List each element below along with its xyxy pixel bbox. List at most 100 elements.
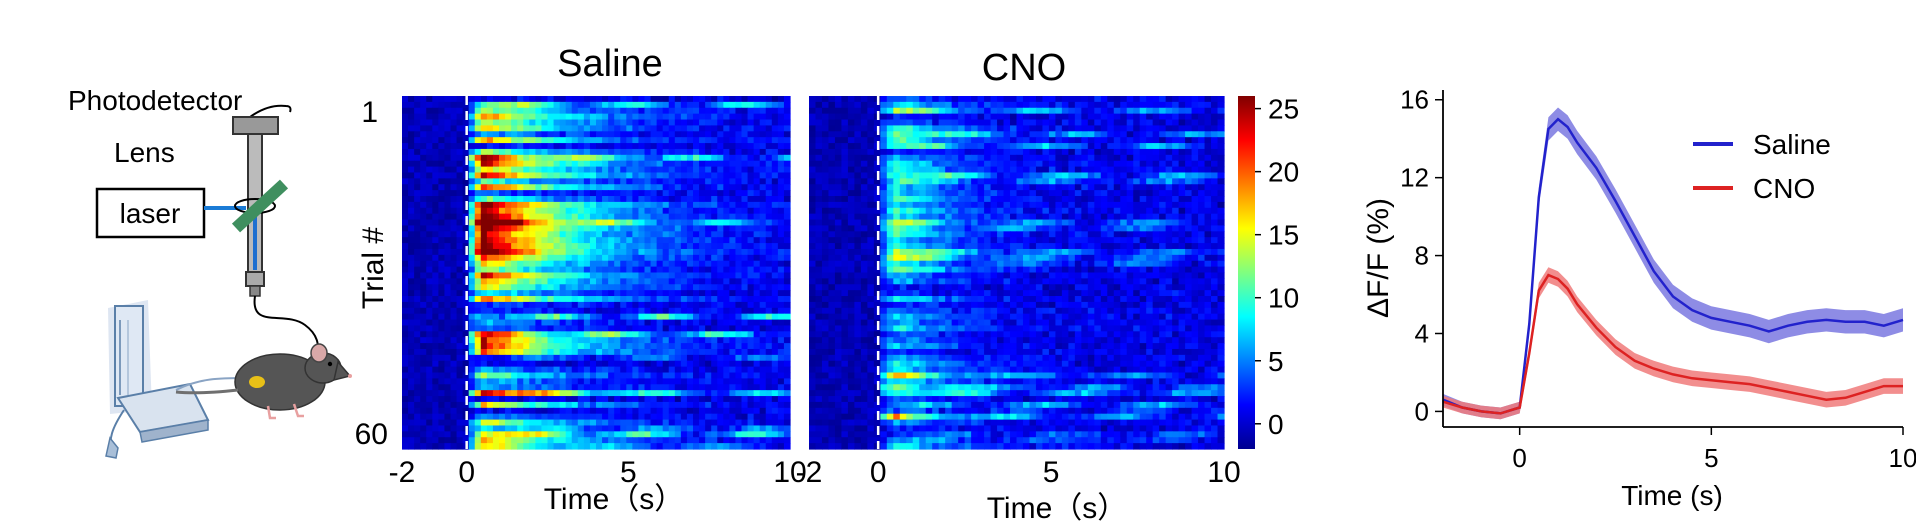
heatmap-cell <box>456 425 464 432</box>
heatmap-cell <box>753 354 761 362</box>
heatmap-cell <box>783 119 791 127</box>
heatmap-cell <box>1048 160 1056 168</box>
heatmap-cell <box>505 266 512 274</box>
heatmap-cell <box>486 254 494 262</box>
heatmap-cell <box>1061 113 1069 121</box>
heatmap-cell <box>614 107 621 115</box>
heatmap-cell <box>777 201 785 209</box>
heatmap-cell <box>408 196 415 203</box>
heatmap-cell <box>717 407 724 415</box>
heatmap-cell <box>565 166 573 174</box>
detector-cable <box>249 104 292 118</box>
heatmap-cell <box>1217 107 1225 115</box>
heatmap-cell <box>583 337 591 344</box>
heatmap-cell <box>723 207 730 215</box>
heatmap-cell <box>565 396 573 403</box>
heatmap-cell <box>1191 125 1199 132</box>
heatmap-cell <box>456 148 464 156</box>
heatmap-cell <box>571 201 579 209</box>
heatmap-cell <box>1146 178 1154 185</box>
heatmap-cell <box>505 437 512 444</box>
heatmap-cell <box>662 431 670 438</box>
heatmap-cell <box>468 166 476 174</box>
heatmap-cell <box>486 360 494 368</box>
heatmap-cell <box>499 331 506 338</box>
heatmap-cell <box>596 131 603 138</box>
heatmap-cell <box>444 201 452 209</box>
heatmap-cell <box>577 301 585 309</box>
heatmap-cell <box>1217 125 1225 132</box>
heatmap-cell <box>1204 190 1212 197</box>
heatmap-cell <box>596 296 603 303</box>
heatmap-cell <box>1087 143 1095 150</box>
heatmap-cell <box>686 390 694 397</box>
heatmap-cell <box>402 407 409 415</box>
heatmap-cell <box>705 437 712 444</box>
heatmap-cell <box>480 348 488 356</box>
heatmap-cell <box>583 431 591 438</box>
heatmap-cell <box>747 431 755 438</box>
heatmap-cell <box>747 107 755 115</box>
heatmap-cell <box>553 407 561 415</box>
heatmap-cell <box>1010 96 1018 103</box>
heatmap-cell <box>571 319 579 327</box>
heatmap-cell <box>511 284 518 291</box>
heatmap-cell <box>486 319 494 327</box>
heatmap-cell <box>535 96 543 103</box>
heatmap-cell <box>686 348 694 356</box>
heatmap-cell <box>432 96 439 103</box>
heatmap-cell <box>614 201 621 209</box>
heatmap-cell <box>541 425 549 432</box>
heatmap-cell <box>1152 96 1160 103</box>
heatmap-cell <box>650 231 658 238</box>
heatmap-cell <box>1100 178 1108 185</box>
heatmap-cell <box>468 190 476 197</box>
heatmap-cell <box>559 296 567 303</box>
heatmap-cell <box>474 296 482 303</box>
heatmap-cell <box>893 113 901 121</box>
heatmap-cell <box>932 125 940 132</box>
heatmap-cell <box>620 413 627 421</box>
heatmap-cell <box>596 348 603 356</box>
heatmap-cell <box>656 96 664 103</box>
heatmap-cell <box>402 101 409 109</box>
heatmap-cell <box>1211 190 1219 197</box>
heatmap-cell <box>638 196 646 203</box>
heatmap-cell <box>505 96 512 103</box>
heatmap-cell <box>1003 154 1011 162</box>
heatmap-cell <box>589 337 597 344</box>
heatmap-cell <box>925 131 933 138</box>
heatmap-cell <box>632 131 640 138</box>
heatmap-cell <box>565 148 573 156</box>
heatmap-cell <box>680 148 688 156</box>
heatmap-cell <box>1029 119 1037 127</box>
heatmap-cell <box>1139 113 1147 121</box>
heatmap-cell <box>596 166 603 174</box>
heatmap-cell <box>583 219 591 227</box>
heatmap-cell <box>644 278 652 285</box>
heatmap-cell <box>729 137 737 144</box>
heatmap-cell <box>480 331 488 338</box>
heatmap-cell <box>608 307 615 315</box>
heatmap-cell <box>517 278 524 285</box>
heatmap-cell <box>577 131 585 138</box>
heatmap-cell <box>759 390 767 397</box>
heatmap-cell <box>680 337 688 344</box>
heatmap-cell <box>620 260 627 268</box>
heatmap-cell <box>1081 166 1089 174</box>
heatmap-cell <box>945 101 953 109</box>
heatmap-cell <box>438 384 446 391</box>
heatmap-cell <box>1172 101 1180 109</box>
heatmap-cell <box>408 101 415 109</box>
heatmap-cell <box>535 166 543 174</box>
heatmap-cell <box>873 166 881 174</box>
heatmap-cell <box>505 160 512 168</box>
heatmap-cell <box>997 190 1005 197</box>
heatmap-cell <box>632 166 640 174</box>
heatmap-cell <box>499 113 506 121</box>
heatmap-cell <box>553 172 561 179</box>
heatmap-cell <box>880 196 888 203</box>
heatmap-cell <box>620 113 627 121</box>
heatmap-cell <box>815 107 823 115</box>
heatmap-cell <box>535 231 543 238</box>
